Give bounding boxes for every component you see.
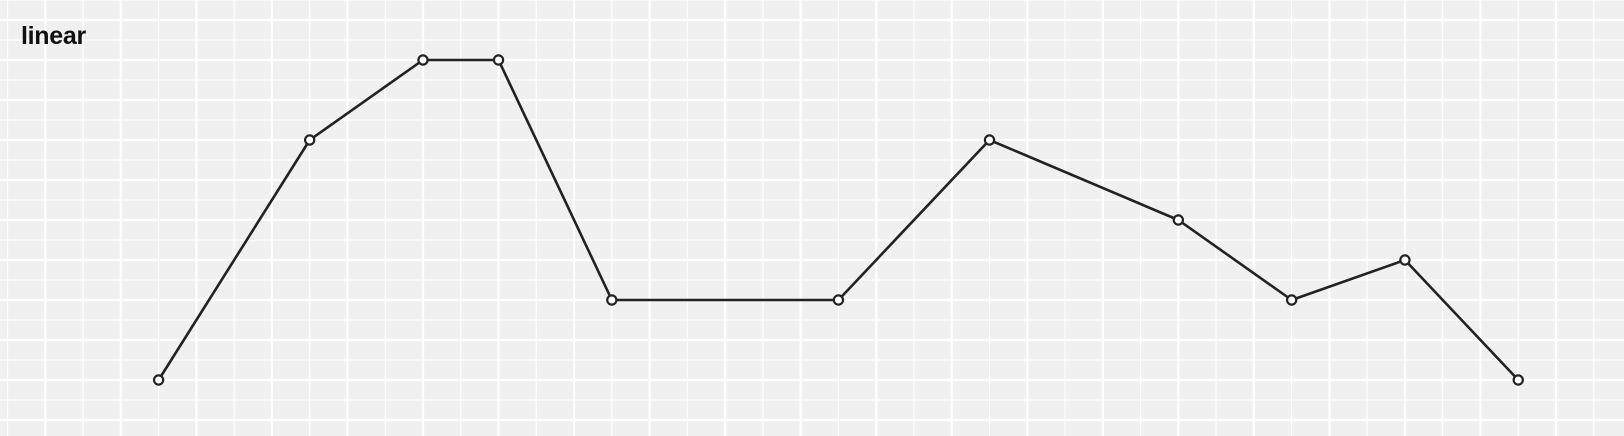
data-points [152,54,1524,386]
data-point [1399,254,1411,266]
data-point [492,54,505,66]
data-point [152,374,165,386]
data-point [417,54,429,66]
data-point [1512,374,1524,386]
data-point [983,134,996,146]
data-point [1285,294,1298,306]
data-point [606,294,618,306]
chart-title: linear [21,22,86,50]
data-point [832,294,845,306]
data-point [1172,214,1185,226]
data-point [303,134,316,146]
